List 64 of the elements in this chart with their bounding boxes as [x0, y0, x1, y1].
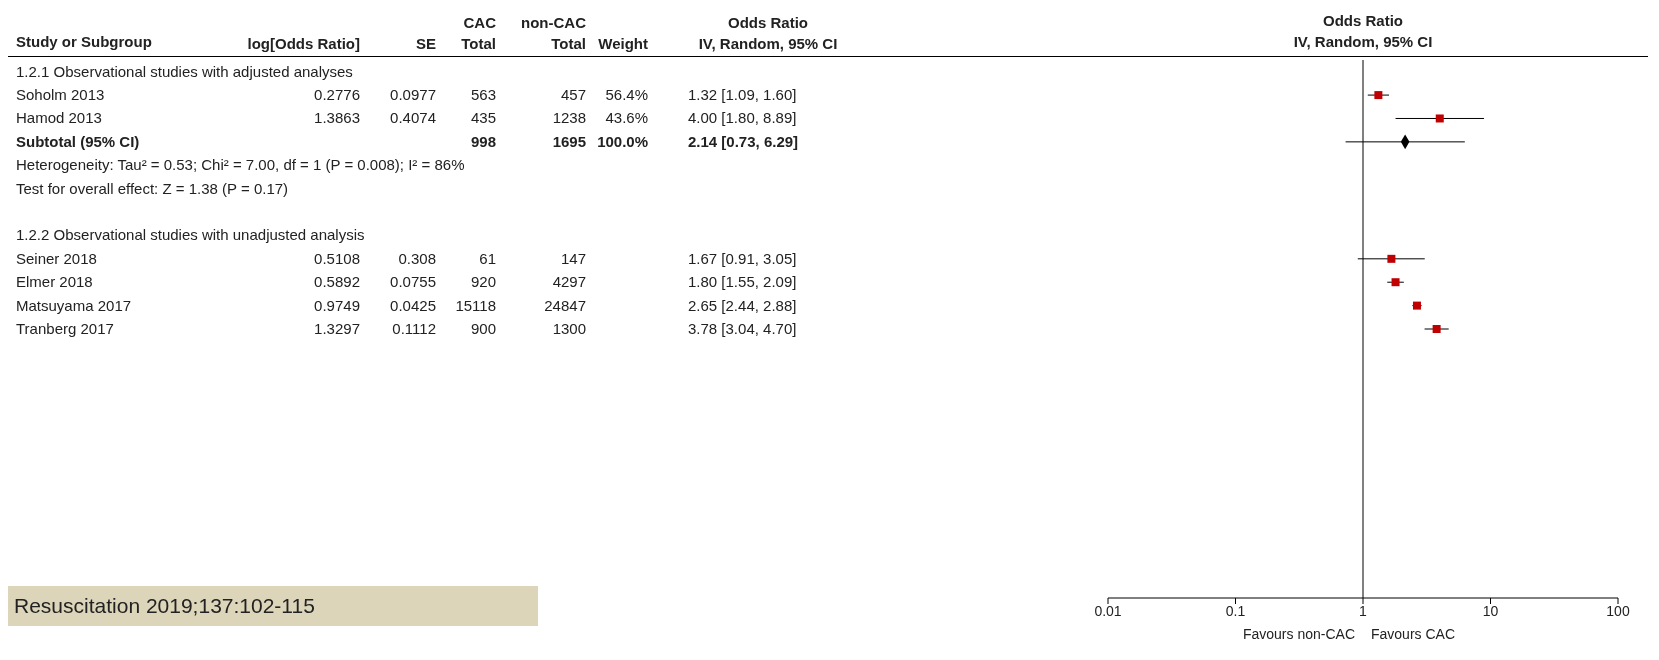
data-label: 1.3863 [314, 109, 360, 128]
text: Favours non-CAC [1242, 626, 1355, 642]
data-label: 435 [470, 109, 496, 128]
category-label: Matsuyama 2017 [16, 296, 132, 315]
category-label: Elmer 2018 [16, 273, 93, 292]
data-label: 0.0755 [390, 273, 436, 292]
category-label: 1.2.1 Observational studies with adjusted analyses [16, 62, 353, 81]
category-label: Soholm 2013 [16, 86, 105, 105]
data-label: 563 [470, 86, 496, 105]
text: CAC Total [461, 13, 496, 54]
data-label: 1.32 [1.09, 1.60] [688, 86, 797, 105]
data-label: 4.00 [1.80, 8.89] [688, 109, 797, 128]
data-label: 43.6% [605, 109, 648, 128]
category-label: Seiner 2018 [16, 249, 97, 268]
category-label: Test for overall effect: Z = 1.38 (P = 0.17) [16, 179, 289, 198]
data-label: 0.0977 [390, 86, 436, 105]
data-label: 24847 [544, 296, 586, 315]
data-label: 15118 [455, 296, 496, 315]
data-label: 0.1112 [392, 320, 436, 338]
data-label: 457 [560, 86, 586, 105]
data-label: 0.5892 [314, 273, 360, 292]
data-label: 4297 [552, 273, 586, 292]
text: Resuscitation 2019;137:102-115 [8, 586, 538, 626]
text: non-CAC Total [521, 13, 586, 54]
text: SE [415, 34, 436, 54]
data-label: 100.0% [597, 132, 648, 151]
text: Odds Ratio IV, Random, 95% CI [697, 13, 839, 54]
data-label: 900 [470, 320, 496, 338]
category-label: Subtotal (95% CI) [16, 132, 140, 151]
data-label: 1300 [552, 320, 586, 338]
category-label: Hamod 2013 [16, 109, 102, 128]
x-tick-label: 0.01 [1094, 602, 1122, 619]
data-label: 0.5108 [314, 249, 360, 268]
chart-title: Odds Ratio [1322, 12, 1404, 29]
data-label: 61 [479, 249, 496, 268]
text: log[Odds Ratio] [247, 34, 360, 54]
data-label: 1238 [552, 109, 586, 128]
data-label: 0.9749 [314, 296, 360, 315]
x-tick-label: 10 [1482, 602, 1499, 619]
x-tick-label: 0.1 [1225, 602, 1246, 619]
data-label: 56.4% [605, 86, 648, 105]
category-label: 1.2.2 Observational studies with unadjusted analysis [16, 226, 365, 245]
data-label: 998 [470, 132, 496, 151]
x-tick-label: 100 [1606, 602, 1630, 619]
data-label: 3.78 [3.04, 4.70] [688, 320, 797, 338]
data-label: 0.308 [398, 249, 436, 268]
text: Weight [598, 34, 648, 54]
category-label: Tranberg 2017 [16, 320, 114, 338]
data-label: 1.67 [0.91, 3.05] [688, 249, 797, 268]
data-label: 920 [470, 273, 496, 292]
data-label: 0.0425 [390, 296, 436, 315]
data-label: 0.2776 [314, 86, 360, 105]
data-label: 0.4074 [390, 109, 436, 128]
category-label: Heterogeneity: Tau² = 0.53; Chi² = 7.00, df = 1 (P = 0.008); I² = 86% [16, 156, 465, 175]
data-label: 1.3297 [314, 320, 360, 338]
data-label: 2.14 [0.73, 6.29] [688, 132, 799, 151]
text: Study or Subgroup [16, 33, 152, 50]
x-tick-label: 1 [1359, 602, 1368, 619]
data-label: 2.65 [2.44, 2.88] [688, 296, 797, 315]
chart-subtitle: IV, Random, 95% CI [1292, 33, 1434, 50]
text: Favours CAC [1371, 626, 1456, 642]
data-label: 1.80 [1.55, 2.09] [688, 273, 797, 292]
data-label: 147 [560, 249, 586, 268]
data-label: 1695 [552, 132, 586, 151]
